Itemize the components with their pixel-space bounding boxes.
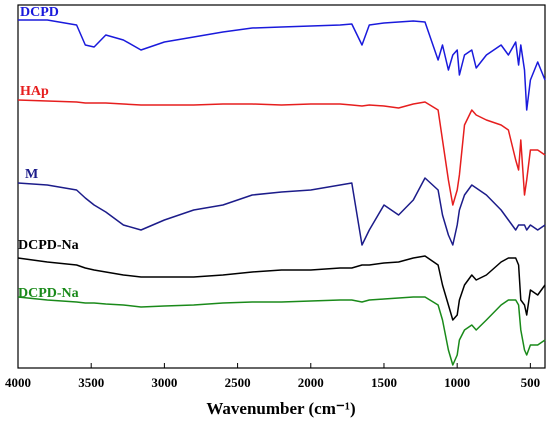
series-label: DCPD-Na bbox=[18, 238, 79, 253]
plot-frame bbox=[17, 4, 546, 369]
series-label: DCPD bbox=[20, 5, 59, 20]
x-tick-label: 1500 bbox=[371, 375, 397, 390]
x-tick-label: 2000 bbox=[298, 375, 324, 390]
x-tick-label: 500 bbox=[521, 375, 541, 390]
series-line bbox=[17, 177, 546, 246]
x-tick-label: 2500 bbox=[225, 375, 251, 390]
x-axis-label: Wavenumber (cm⁻¹) bbox=[206, 399, 355, 418]
x-tick-label: 3500 bbox=[78, 375, 104, 390]
x-tick-label: 1000 bbox=[444, 375, 470, 390]
x-tick-label: 3000 bbox=[151, 375, 177, 390]
series-line bbox=[17, 99, 546, 206]
x-tick-label: 4000 bbox=[5, 375, 31, 390]
series-label: DCPD-Na bbox=[18, 286, 79, 301]
series-label: HAp bbox=[20, 84, 49, 99]
series-label: M bbox=[25, 167, 38, 182]
series-line bbox=[17, 296, 546, 366]
series-line bbox=[17, 255, 546, 321]
series-line bbox=[18, 19, 546, 111]
